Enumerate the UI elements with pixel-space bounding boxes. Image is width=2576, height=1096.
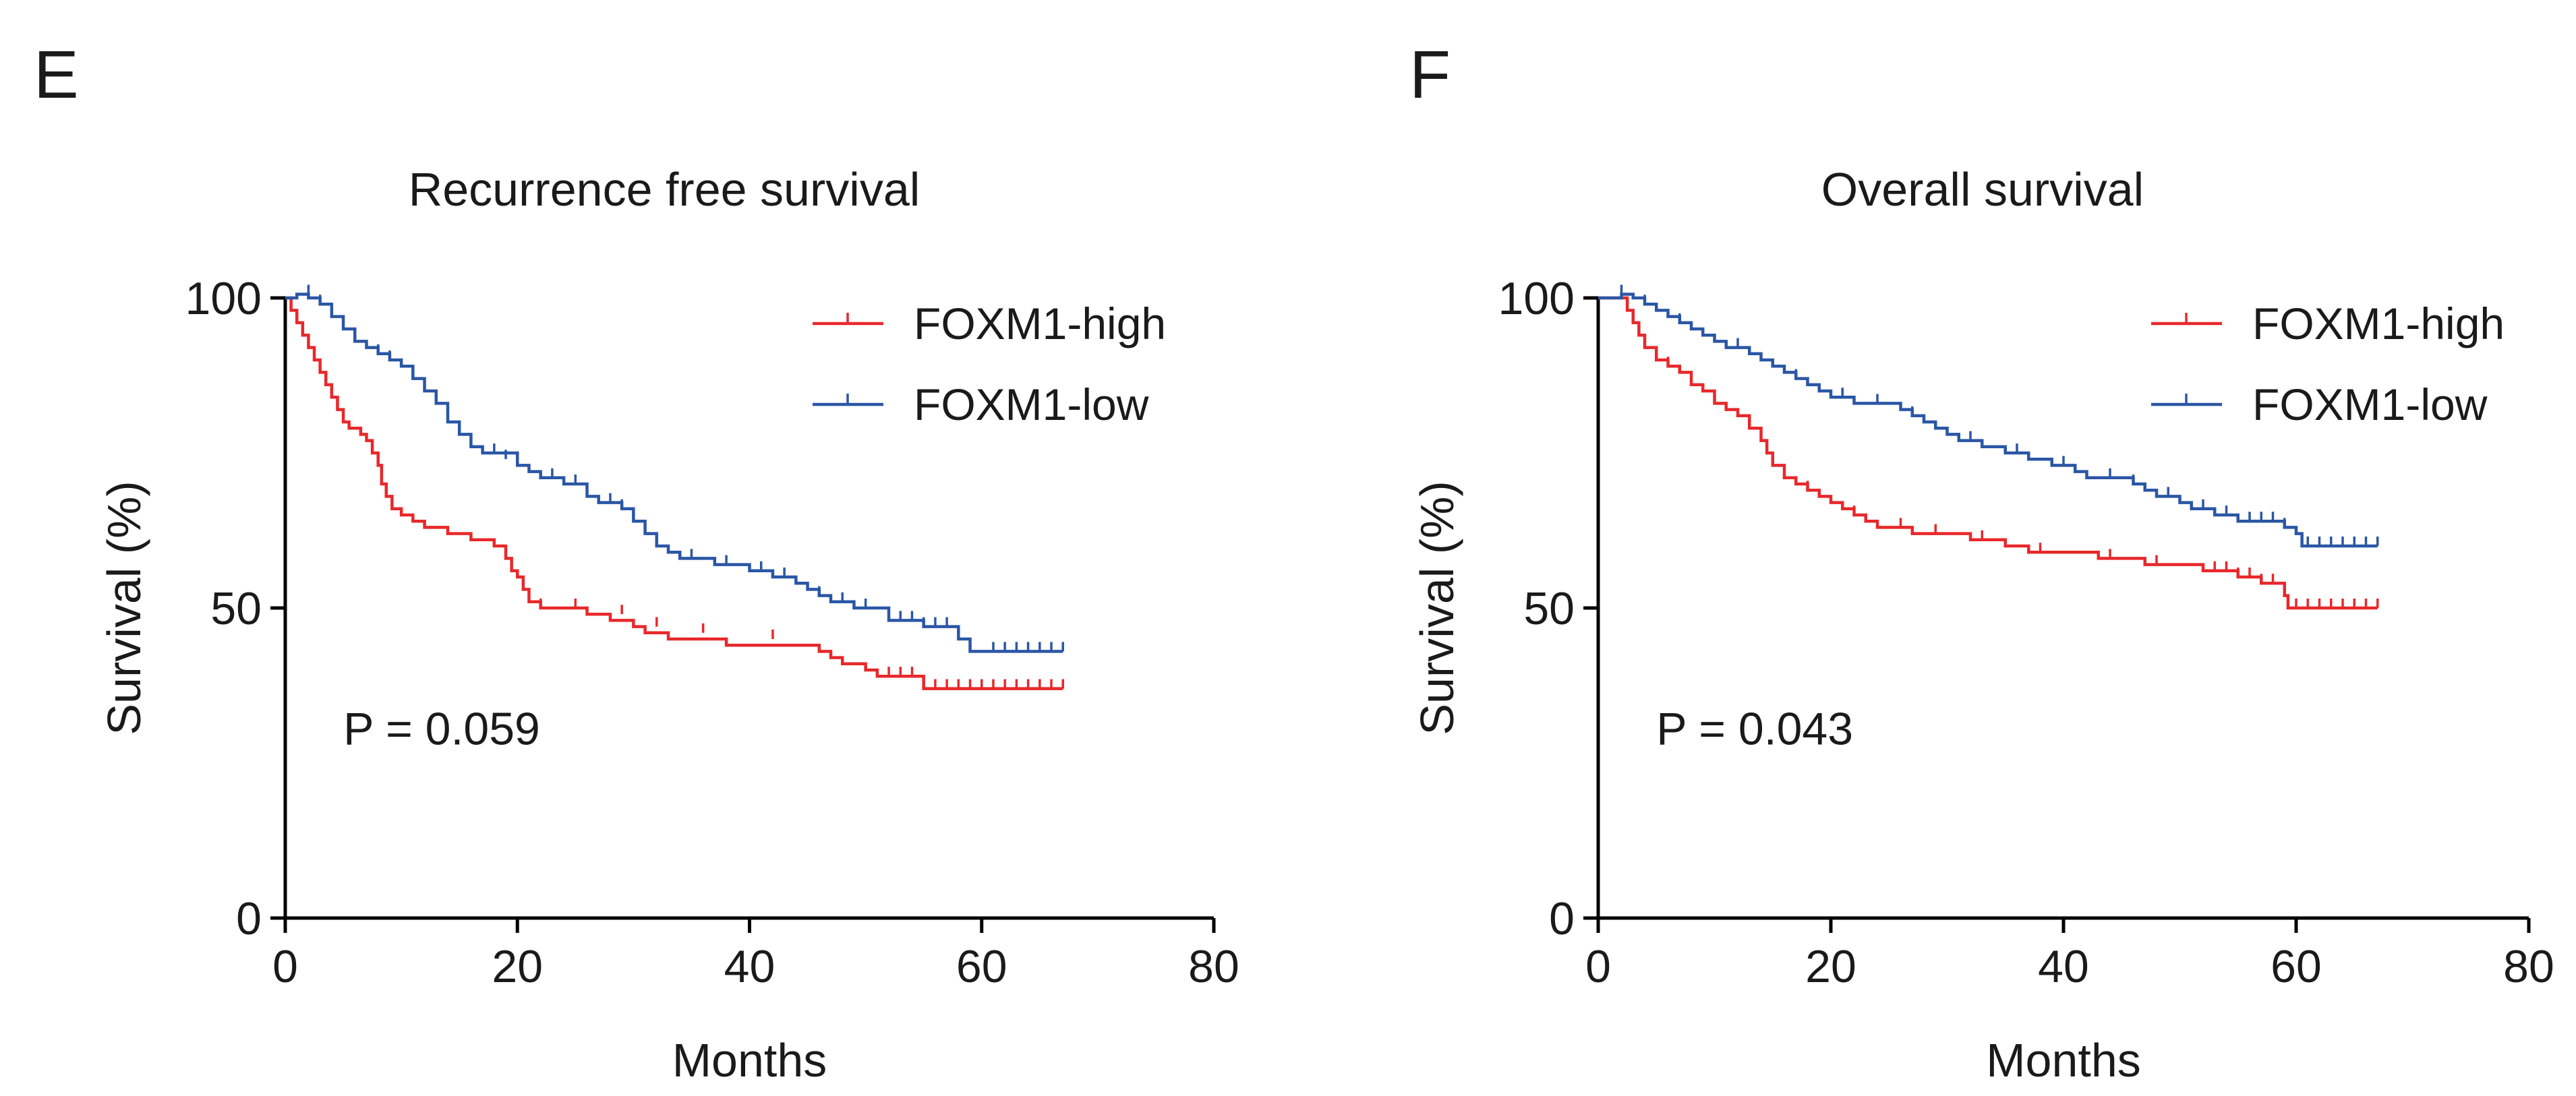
chart-title: Overall survival <box>1821 163 2144 216</box>
x-tick-label: 20 <box>1805 941 1856 992</box>
x-tick-label: 60 <box>956 941 1007 992</box>
x-tick-label: 20 <box>492 941 543 992</box>
x-axis-label: Months <box>1986 1034 2141 1087</box>
y-tick-label: 50 <box>1523 583 1575 634</box>
x-tick-label: 40 <box>724 941 775 992</box>
panel-letter: E <box>34 37 79 113</box>
km-curve-foxm1-high <box>285 296 1063 690</box>
y-tick-label: 0 <box>1549 893 1575 944</box>
y-axis-label: Survival (%) <box>1411 481 1463 735</box>
chart-title: Recurrence free survival <box>409 163 920 216</box>
y-axis-label: Survival (%) <box>98 481 150 735</box>
panel-letter: F <box>1409 37 1451 113</box>
x-tick-label: 80 <box>2503 941 2554 992</box>
x-axis-label: Months <box>672 1034 827 1087</box>
x-tick-label: 80 <box>1188 941 1239 992</box>
y-tick-label: 100 <box>185 273 262 324</box>
x-tick-label: 0 <box>1585 941 1611 992</box>
panel-f: F Overall survival 0 20 40 60 80 0 50 100 Months Su… <box>1409 37 2554 1087</box>
y-tick-label: 0 <box>236 893 262 944</box>
p-value-annotation: P = 0.059 <box>343 703 540 754</box>
legend-label: FOXM1-high <box>914 299 1166 348</box>
legend-label: FOXM1-low <box>914 379 1149 429</box>
y-tick-label: 50 <box>210 583 262 634</box>
legend-label: FOXM1-low <box>2252 379 2488 429</box>
panel-e: E Recurrence free survival 0 20 40 60 80 0 50 100… <box>34 37 1239 1087</box>
p-value-annotation: P = 0.043 <box>1656 703 1853 754</box>
x-tick-label: 40 <box>2038 941 2089 992</box>
x-tick-label: 60 <box>2271 941 2322 992</box>
y-tick-label: 100 <box>1498 273 1575 324</box>
x-tick-label: 0 <box>272 941 298 992</box>
legend-label: FOXM1-high <box>2252 299 2505 348</box>
